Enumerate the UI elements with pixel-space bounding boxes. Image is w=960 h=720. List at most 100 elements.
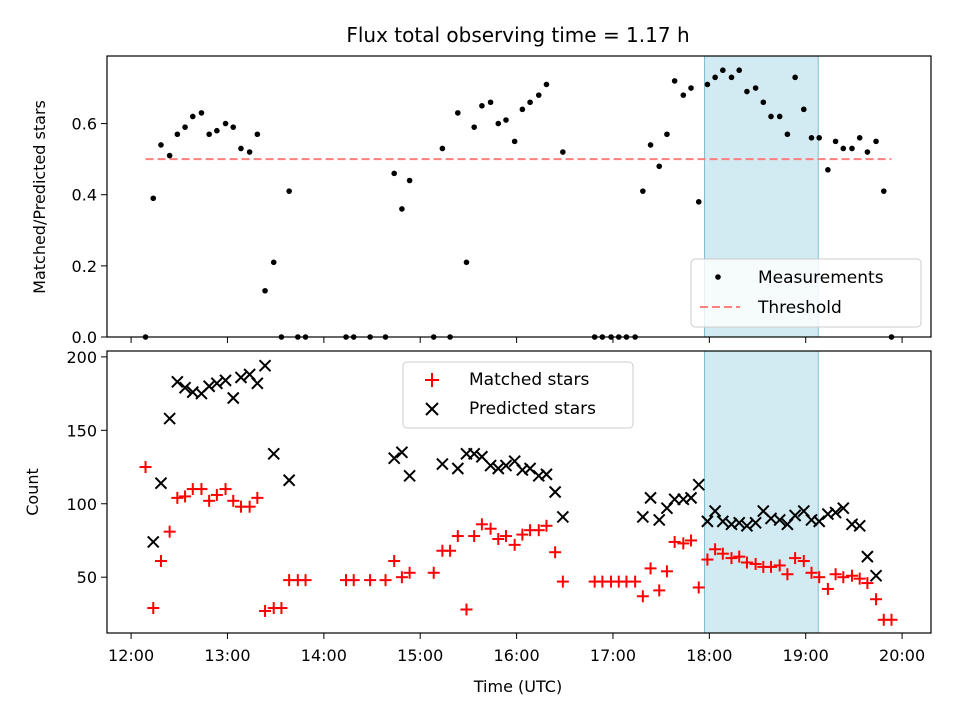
predicted-star-point (171, 375, 184, 389)
measurement-point (198, 110, 205, 116)
predicted-star-point (684, 491, 698, 505)
predicted-star-point (219, 374, 232, 387)
measurement-point (664, 131, 670, 138)
matched-star-point (789, 552, 802, 565)
matched-star-point (275, 602, 288, 615)
matched-star-point (147, 602, 160, 615)
matched-star-point (395, 571, 408, 584)
predicted-star-point (436, 457, 449, 471)
measurement-point (543, 81, 550, 88)
matched-star-point (845, 569, 858, 582)
measurement-point (640, 188, 646, 194)
matched-star-point (740, 556, 753, 569)
measurement-point (792, 74, 798, 81)
measurement-point (238, 145, 244, 152)
predicted-star-point (716, 515, 730, 528)
predicted-star-point (227, 391, 240, 405)
measurement-point (656, 163, 663, 170)
matched-star-point (508, 538, 521, 551)
x-tick-label: 19:00 (783, 646, 829, 665)
top-plot-frame (106, 55, 932, 338)
matched-star-point (677, 537, 690, 550)
matched-star-point (837, 571, 850, 584)
matched-star-point (716, 547, 729, 560)
measurement-point (511, 138, 518, 145)
measurement-point (503, 117, 509, 123)
predicted-star-point (178, 381, 192, 394)
y-tick-label: 0.6 (72, 115, 97, 134)
matched-star-point (749, 557, 762, 570)
matched-star-point (797, 555, 810, 568)
measurement-point (784, 131, 791, 138)
predicted-star-point (644, 491, 657, 505)
predicted-star-point (845, 518, 859, 531)
matched-star-point (636, 590, 649, 603)
x-tick-label: 15:00 (397, 646, 443, 665)
predicted-star-point (451, 462, 465, 475)
x-tick-label: 18:00 (686, 646, 732, 665)
bottom-y-label: Count (23, 468, 42, 516)
matched-star-point (765, 560, 778, 573)
predicted-star-point (267, 447, 280, 461)
matched-star-point (468, 530, 481, 543)
predicted-star-point (163, 412, 176, 425)
measurement-point (527, 99, 533, 106)
predicted-star-point (853, 519, 866, 532)
predicted-star-point (636, 510, 650, 524)
matched-star-point (861, 577, 874, 590)
predicted-star-point (234, 371, 248, 384)
bottom-shaded-span (704, 350, 819, 634)
matched-star-point (251, 491, 264, 504)
measurement-point (695, 199, 702, 205)
measurement-point (712, 74, 718, 81)
matched-star-point (813, 571, 826, 584)
measurement-point (519, 106, 526, 113)
top-legend: Measurements Threshold (690, 258, 922, 328)
x-tick-label: 13:00 (204, 646, 250, 665)
legend-measurements-label: Measurements (758, 268, 884, 288)
predicted-star-point (773, 513, 786, 527)
predicted-star-point (282, 474, 296, 487)
measurement-point (816, 135, 823, 141)
measurement-point (752, 85, 759, 91)
predicted-star-point (837, 501, 850, 515)
predicted-star-point (749, 516, 762, 530)
matched-star-point (870, 593, 883, 606)
predicted-star-point (540, 468, 553, 481)
top-panel: 0.0 0.2 0.4 0.6 Matched/Predicted stars Mea… (30, 55, 932, 347)
matched-star-point (403, 566, 416, 579)
y-tick-label: 200 (66, 348, 97, 367)
matched-star-point (492, 533, 505, 545)
matched-star-point (853, 572, 866, 585)
predicted-stars-points (147, 359, 883, 582)
matched-star-point (347, 574, 360, 587)
predicted-star-point (484, 459, 497, 472)
measurement-point (880, 188, 887, 194)
measurement-point (728, 74, 735, 81)
x-tick-label: 14:00 (301, 646, 347, 665)
predicted-star-point (467, 447, 481, 461)
measurement-point (270, 259, 277, 266)
measurement-points (142, 67, 895, 340)
bottom-panel: 50 100 150 200 12:00 13:00 14:00 15:00 16:00 17:… (23, 348, 932, 696)
bottom-x-ticks: 12:00 13:00 14:00 15:00 16:00 17:00 18:00 19:00… (108, 633, 925, 665)
measurement-point (174, 131, 181, 138)
predicted-star-point (821, 507, 835, 521)
matched-star-point (644, 562, 657, 575)
matched-star-point (829, 568, 842, 581)
x-tick-label: 16:00 (494, 646, 540, 665)
matched-star-point (773, 559, 786, 572)
measurement-point (840, 145, 847, 152)
matched-star-point (388, 555, 401, 568)
measurement-point (736, 67, 743, 74)
bottom-y-axis: 50 100 150 200 (66, 348, 107, 587)
top-y-label: Matched/Predicted stars (30, 100, 49, 294)
matched-star-point (179, 490, 192, 503)
measurement-point (262, 287, 268, 294)
matched-star-point (227, 494, 240, 507)
top-legend-box (690, 258, 922, 328)
predicted-star-point (403, 469, 416, 483)
measurement-point (800, 106, 807, 113)
top-y-axis: 0.0 0.2 0.4 0.6 (72, 115, 107, 347)
